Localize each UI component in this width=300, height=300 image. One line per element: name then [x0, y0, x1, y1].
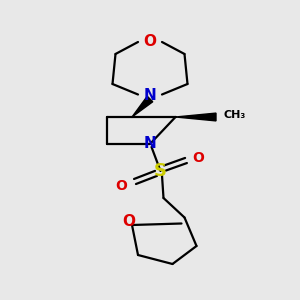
Text: S: S	[154, 162, 167, 180]
Text: N: N	[144, 88, 156, 104]
Polygon shape	[176, 113, 216, 121]
Text: O: O	[116, 179, 128, 193]
Text: N: N	[144, 136, 156, 152]
Text: O: O	[122, 214, 136, 230]
Text: CH₃: CH₃	[224, 110, 246, 121]
Text: O: O	[192, 151, 204, 164]
Text: O: O	[143, 34, 157, 50]
Polygon shape	[132, 96, 153, 117]
